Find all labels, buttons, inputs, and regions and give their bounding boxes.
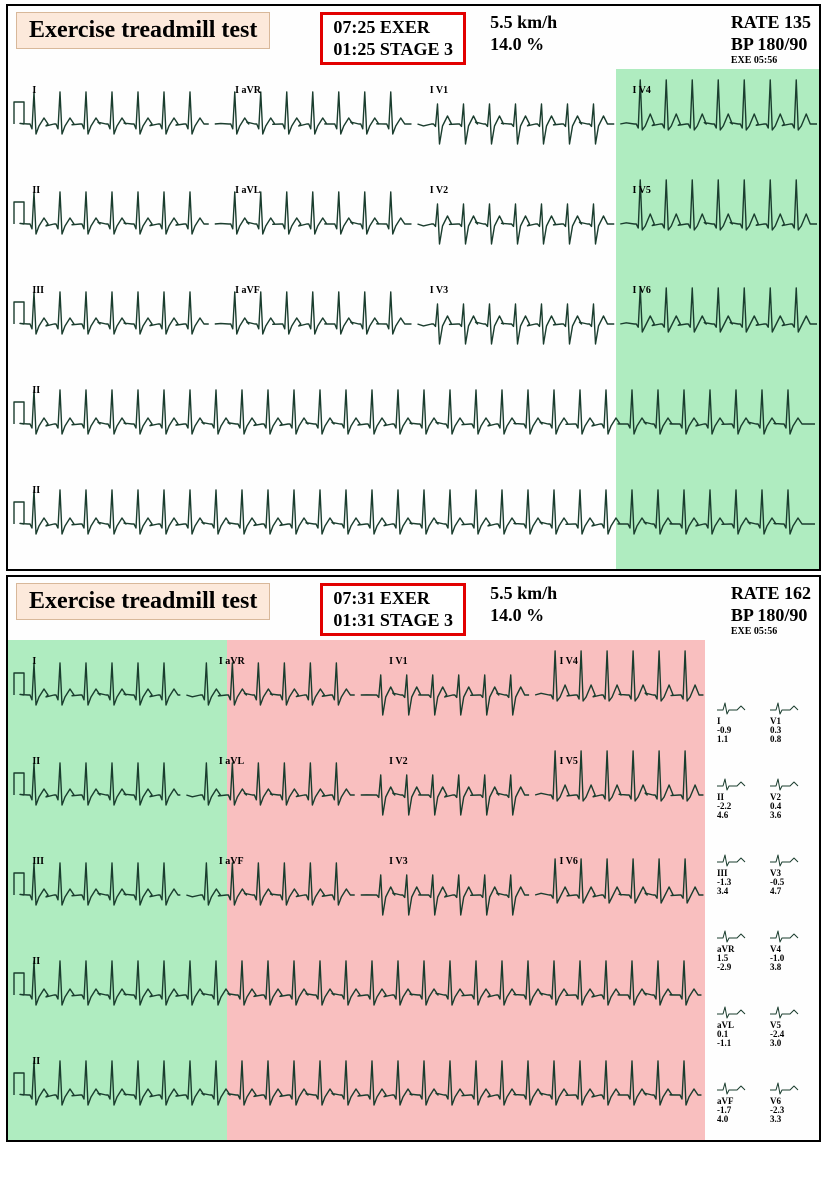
lead-stats-sidebar: I-0.91.1V10.30.8II-2.24.6V20.43.6III-1.3… bbox=[717, 700, 815, 1124]
lead-label: I aVF bbox=[235, 285, 260, 296]
lead-label: I aVL bbox=[219, 756, 244, 767]
heart-rate: RATE 162 bbox=[731, 583, 811, 605]
rhythm-label: II bbox=[32, 385, 40, 396]
lead-label: I aVR bbox=[219, 656, 245, 667]
stat-value-2: 3.0 bbox=[770, 1039, 815, 1048]
ecg-lead-row: III I aVF I V3 I V6 bbox=[8, 840, 819, 940]
incline-value: 14.0 % bbox=[490, 605, 557, 627]
speed-block: 5.5 km/h14.0 % bbox=[490, 583, 557, 626]
lead-stat: aVR1.5-2.9 bbox=[717, 928, 762, 972]
ecg-panel: Exercise treadmill test 07:31 EXER01:31 S… bbox=[6, 575, 821, 1142]
rhythm-strip: II bbox=[8, 1040, 819, 1140]
lead-label: I V5 bbox=[559, 756, 577, 767]
lead-stat: V3-0.54.7 bbox=[770, 852, 815, 896]
ecg-area: I I aVR I V1 I V4 II I aVL I V2 I V5 III I aVF I V… bbox=[8, 640, 819, 1140]
lead-stat: III-1.33.4 bbox=[717, 852, 762, 896]
lead-label: III bbox=[32, 285, 44, 296]
panel-title: Exercise treadmill test bbox=[16, 12, 270, 49]
stat-value-2: 1.1 bbox=[717, 735, 762, 744]
rhythm-label: II bbox=[32, 1056, 40, 1067]
exe-time: EXE 05:56 bbox=[731, 55, 811, 67]
lead-stat: II-2.24.6 bbox=[717, 776, 762, 820]
stage-box: 07:25 EXER01:25 STAGE 3 bbox=[320, 12, 466, 65]
lead-label: I V1 bbox=[389, 656, 407, 667]
heart-rate: RATE 135 bbox=[731, 12, 811, 34]
lead-label: II bbox=[32, 756, 40, 767]
lead-label: I aVF bbox=[219, 856, 244, 867]
lead-label: III bbox=[32, 856, 44, 867]
stage-box: 07:31 EXER01:31 STAGE 3 bbox=[320, 583, 466, 636]
ecg-lead-row: III I aVF I V3 I V6 bbox=[8, 269, 819, 369]
rhythm-strip: II bbox=[8, 469, 819, 569]
lead-label: I V2 bbox=[389, 756, 407, 767]
lead-stat: I-0.91.1 bbox=[717, 700, 762, 744]
lead-label: I V6 bbox=[632, 285, 650, 296]
speed-value: 5.5 km/h bbox=[490, 583, 557, 605]
incline-value: 14.0 % bbox=[490, 34, 557, 56]
ecg-lead-row: I I aVR I V1 I V4 bbox=[8, 640, 819, 740]
stat-value-2: 3.3 bbox=[770, 1115, 815, 1124]
rhythm-strip: II bbox=[8, 940, 819, 1040]
stat-value-2: -2.9 bbox=[717, 963, 762, 972]
ecg-lead-row: I I aVR I V1 I V4 bbox=[8, 69, 819, 169]
speed-value: 5.5 km/h bbox=[490, 12, 557, 34]
lead-stat: V20.43.6 bbox=[770, 776, 815, 820]
lead-label: I V3 bbox=[389, 856, 407, 867]
stage-time: 07:25 EXER bbox=[333, 17, 453, 39]
speed-block: 5.5 km/h14.0 % bbox=[490, 12, 557, 55]
stat-value-2: 3.4 bbox=[717, 887, 762, 896]
lead-label: I bbox=[32, 656, 36, 667]
lead-label: I V6 bbox=[559, 856, 577, 867]
blood-pressure: BP 180/90 bbox=[731, 34, 811, 56]
stat-value-2: 4.7 bbox=[770, 887, 815, 896]
lead-stat: aVL0.1-1.1 bbox=[717, 1004, 762, 1048]
rate-block: RATE 135BP 180/90EXE 05:56 bbox=[731, 12, 811, 67]
blood-pressure: BP 180/90 bbox=[731, 605, 811, 627]
stat-value-2: 4.6 bbox=[717, 811, 762, 820]
lead-label: II bbox=[32, 185, 40, 196]
rhythm-label: II bbox=[32, 956, 40, 967]
ecg-lead-row: II I aVL I V2 I V5 bbox=[8, 740, 819, 840]
lead-label: I aVR bbox=[235, 85, 261, 96]
panel-header: Exercise treadmill test 07:25 EXER01:25 S… bbox=[8, 6, 819, 69]
stage-time: 07:31 EXER bbox=[333, 588, 453, 610]
lead-label: I V3 bbox=[430, 285, 448, 296]
lead-label: I bbox=[32, 85, 36, 96]
ecg-panel: Exercise treadmill test 07:25 EXER01:25 S… bbox=[6, 4, 821, 571]
rate-block: RATE 162BP 180/90EXE 05:56 bbox=[731, 583, 811, 638]
stat-value-2: -1.1 bbox=[717, 1039, 762, 1048]
stage-label: 01:25 STAGE 3 bbox=[333, 39, 453, 61]
lead-label: I aVL bbox=[235, 185, 260, 196]
rhythm-label: II bbox=[32, 485, 40, 496]
stat-value-2: 3.8 bbox=[770, 963, 815, 972]
panel-title: Exercise treadmill test bbox=[16, 583, 270, 620]
stage-label: 01:31 STAGE 3 bbox=[333, 610, 453, 632]
stat-value-2: 3.6 bbox=[770, 811, 815, 820]
lead-stat: V5-2.43.0 bbox=[770, 1004, 815, 1048]
lead-stat: aVF-1.74.0 bbox=[717, 1080, 762, 1124]
lead-label: I V5 bbox=[632, 185, 650, 196]
lead-stat: V4-1.03.8 bbox=[770, 928, 815, 972]
lead-label: I V4 bbox=[559, 656, 577, 667]
rhythm-strip: II bbox=[8, 369, 819, 469]
lead-label: I V1 bbox=[430, 85, 448, 96]
ecg-lead-row: II I aVL I V2 I V5 bbox=[8, 169, 819, 269]
lead-label: I V2 bbox=[430, 185, 448, 196]
lead-label: I V4 bbox=[632, 85, 650, 96]
stat-value-2: 0.8 bbox=[770, 735, 815, 744]
stat-value-2: 4.0 bbox=[717, 1115, 762, 1124]
lead-stat: V10.30.8 bbox=[770, 700, 815, 744]
exe-time: EXE 05:56 bbox=[731, 626, 811, 638]
lead-stat: V6-2.33.3 bbox=[770, 1080, 815, 1124]
panel-header: Exercise treadmill test 07:31 EXER01:31 S… bbox=[8, 577, 819, 640]
ecg-area: I I aVR I V1 I V4 II I aVL I V2 I V5 III I aVF I V… bbox=[8, 69, 819, 569]
